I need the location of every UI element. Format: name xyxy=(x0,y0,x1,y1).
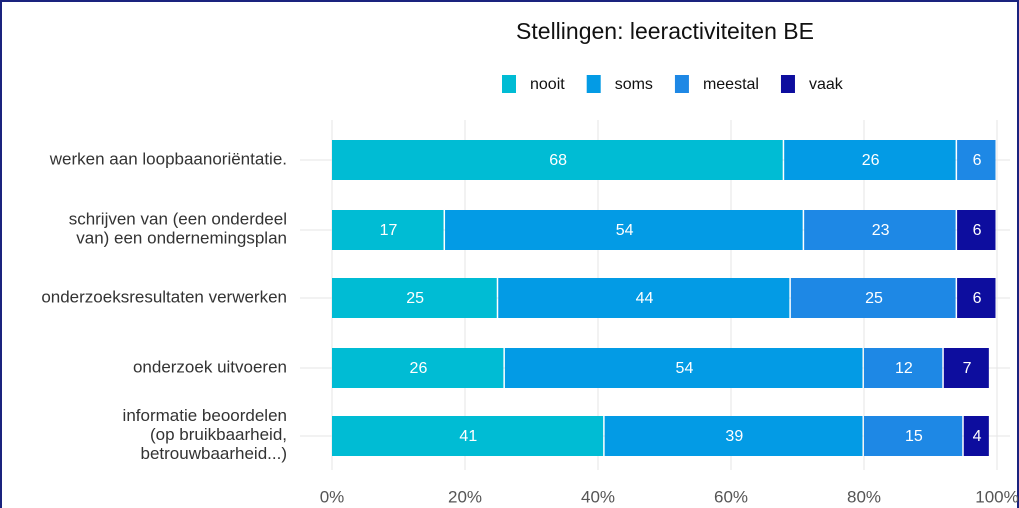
x-tick-label: 0% xyxy=(320,487,345,506)
value-label: 12 xyxy=(895,360,913,377)
y-tick-label: onderzoek uitvoeren xyxy=(133,357,287,376)
value-label: 25 xyxy=(865,290,883,307)
bar-segment xyxy=(963,416,989,456)
bar-segment xyxy=(864,348,943,388)
bar-segment xyxy=(864,416,963,456)
value-label: 17 xyxy=(380,222,398,239)
legend-label: vaak xyxy=(809,76,844,93)
value-label: 6 xyxy=(973,290,982,307)
x-tick-label: 60% xyxy=(714,487,748,506)
y-tick-label: onderzoeksresultaten verwerken xyxy=(41,287,287,306)
bar-segment xyxy=(957,278,996,318)
legend-swatch xyxy=(780,75,795,93)
value-label: 25 xyxy=(406,290,424,307)
bar-segment xyxy=(332,416,604,456)
bar-segment xyxy=(445,210,803,250)
bar-segment xyxy=(804,210,956,250)
value-label: 15 xyxy=(905,428,923,445)
bar-segment xyxy=(504,348,863,388)
value-label: 54 xyxy=(676,360,694,377)
legend-swatch xyxy=(586,75,601,93)
bar-segment xyxy=(943,348,989,388)
y-tick-label: informatie beoordelen (op bruikbaarheid, b… xyxy=(123,406,287,463)
x-tick-label: 80% xyxy=(847,487,881,506)
value-label: 26 xyxy=(410,360,428,377)
bar-segment xyxy=(332,210,444,250)
bar-segment xyxy=(604,416,863,456)
value-label: 23 xyxy=(872,222,890,239)
bar-segment xyxy=(957,140,996,180)
value-label: 39 xyxy=(725,428,743,445)
value-label: 68 xyxy=(549,152,567,169)
bar-segment xyxy=(957,210,996,250)
legend-label: nooit xyxy=(530,76,565,93)
legend-swatch xyxy=(502,75,516,93)
chart-title: Stellingen: leeractiviteiten BE xyxy=(516,18,814,44)
bars: 68 26 6 17 54 23 6 25 44 25 6 26 54 12 7 41 39 15 4 xyxy=(332,140,996,456)
value-label: 41 xyxy=(459,428,477,445)
value-label: 4 xyxy=(973,428,982,445)
bar-segment xyxy=(332,140,783,180)
bar-segment xyxy=(332,278,497,318)
legend-label: soms xyxy=(615,76,653,93)
x-tick-label: 100% xyxy=(975,487,1018,506)
bar-segment xyxy=(784,140,956,180)
bar-segment xyxy=(332,348,504,388)
legend-swatch xyxy=(674,75,689,93)
y-tick-label: schrijven van (een onderdeel van) een ond… xyxy=(69,210,287,248)
value-label: 6 xyxy=(973,222,982,239)
x-tick-label: 20% xyxy=(448,487,482,506)
value-label: 54 xyxy=(616,222,634,239)
value-label: 7 xyxy=(963,360,972,377)
value-label: 26 xyxy=(862,152,880,169)
value-label: 6 xyxy=(973,152,982,169)
x-tick-label: 40% xyxy=(581,487,615,506)
bar-segment xyxy=(790,278,956,318)
bar-segment xyxy=(498,278,790,318)
y-tick-label: werken aan loopbaanoriëntatie. xyxy=(49,149,287,168)
legend-label: meestal xyxy=(703,76,759,93)
value-label: 44 xyxy=(636,290,654,307)
